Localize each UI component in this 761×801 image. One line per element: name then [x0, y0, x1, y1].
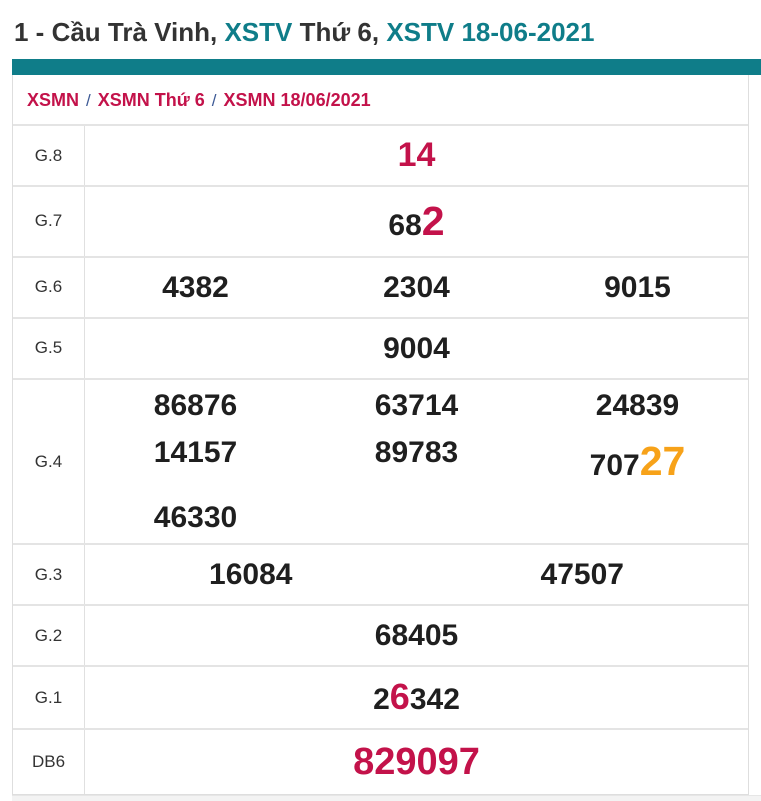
breadcrumb-separator: / [86, 91, 91, 110]
prize-number-segment: 2 [373, 683, 390, 717]
row-label: G.5 [13, 318, 85, 378]
prize-line: 4382 2304 9015 [85, 264, 748, 311]
prize-number-segment: 68405 [374, 619, 459, 653]
prize-cell [306, 494, 527, 541]
prize-cell: 829097 [85, 732, 748, 792]
prize-values: 829097 [85, 730, 748, 794]
prize-cell: 4382 [85, 264, 306, 311]
prize-line: 46330 [85, 494, 748, 541]
prize-cell: 70727 [527, 429, 748, 494]
prize-number-segment: 24839 [595, 388, 680, 422]
prize-number-segment: 707 [589, 449, 640, 483]
prize-number-segment: 9004 [383, 331, 450, 365]
row-label: G.8 [13, 126, 85, 185]
prize-cell: 68405 [85, 612, 748, 659]
table-row: G.6 4382 2304 9015 [13, 255, 748, 317]
prize-number-segment: 16084 [209, 558, 293, 592]
row-label: G.7 [13, 187, 85, 256]
row-label: DB6 [13, 730, 85, 795]
breadcrumb-link-xsmn-day[interactable]: XSMN Thứ 6 [97, 90, 205, 110]
prize-number-segment: 27 [639, 438, 686, 485]
prize-number-segment: 47507 [540, 558, 624, 592]
prize-number-segment: 2 [421, 198, 445, 244]
results-table: G.8 14 G.7 682 G.6 4382 2304 9015 G.5 9004 G.4 8687… [13, 124, 748, 795]
prize-values: 4382 2304 9015 [85, 258, 748, 317]
prize-cell [527, 494, 748, 541]
row-label: G.4 [13, 379, 85, 544]
breadcrumb: XSMN / XSMN Thứ 6 / XSMN 18/06/2021 [13, 75, 748, 124]
prize-cell: 47507 [417, 551, 749, 598]
table-row: G.7 682 [13, 185, 748, 256]
row-label: G.2 [13, 606, 85, 666]
prize-number-segment: 342 [409, 683, 460, 717]
prize-line: 86876 63714 24839 [85, 382, 748, 429]
prize-number-segment: 14157 [153, 436, 238, 470]
prize-cell: 24839 [527, 382, 748, 429]
table-row: G.8 14 [13, 124, 748, 185]
prize-cell: 89783 [306, 429, 527, 494]
prize-cell: 46330 [85, 494, 306, 541]
teal-divider [12, 59, 761, 75]
results-card: XSMN / XSMN Thứ 6 / XSMN 18/06/2021 G.8 14 G.7… [12, 75, 749, 796]
prize-values: 682 [85, 187, 748, 256]
prize-number-segment: 46330 [153, 500, 238, 534]
prize-line: 16084 47507 [85, 551, 748, 598]
prize-cell: 9015 [527, 264, 748, 311]
breadcrumb-separator: / [211, 91, 217, 110]
table-row: G.4 86876 63714 24839 14157 89783 70727 46330 [13, 377, 748, 544]
prize-line: 14 [85, 129, 748, 183]
prize-line: 26342 [85, 669, 748, 726]
prize-cell: 63714 [306, 382, 527, 429]
prize-line: 9004 [85, 325, 748, 372]
prize-line: 14157 89783 70727 [85, 429, 748, 494]
next-section-edge [12, 795, 761, 801]
breadcrumb-link-xsmn[interactable]: XSMN [27, 90, 80, 110]
prize-number-segment: 2304 [383, 270, 450, 304]
prize-number-segment: 68 [388, 209, 422, 242]
prize-cell: 14157 [85, 429, 306, 494]
row-label: G.3 [13, 545, 85, 605]
prize-values: 68405 [85, 606, 748, 665]
prize-line: 682 [85, 189, 748, 254]
prize-cell: 86876 [85, 382, 306, 429]
prize-number-segment: 86876 [153, 388, 238, 422]
table-row: G.2 68405 [13, 604, 748, 666]
title-segment: XSTV 18-06-2021 [386, 17, 595, 47]
prize-values: 26342 [85, 667, 748, 728]
title-segment: Thứ 6, [299, 17, 387, 47]
prize-number-segment: 4382 [162, 270, 229, 304]
prize-number-segment: 829097 [353, 741, 480, 784]
page-title: 1 - Cầu Trà Vinh, XSTV Thứ 6, XSTV 18-06… [0, 0, 761, 59]
title-segment: XSTV [224, 17, 300, 47]
prize-cell: 682 [85, 189, 748, 254]
prize-number-segment: 14 [397, 135, 436, 174]
prize-values: 16084 47507 [85, 545, 748, 604]
row-label: G.1 [13, 667, 85, 729]
prize-cell: 14 [85, 129, 748, 183]
prize-cell: 16084 [85, 551, 417, 598]
title-segment: 1 - Cầu Trà Vinh, [14, 17, 225, 47]
breadcrumb-link-xsmn-date[interactable]: XSMN 18/06/2021 [223, 90, 371, 110]
prize-cell: 9004 [85, 325, 748, 372]
table-row: G.5 9004 [13, 316, 748, 378]
prize-line: 68405 [85, 612, 748, 659]
prize-cell: 2304 [306, 264, 527, 311]
prize-values: 14 [85, 126, 748, 185]
table-row: G.3 16084 47507 [13, 543, 748, 605]
prize-cell: 26342 [85, 669, 748, 726]
prize-values: 9004 [85, 319, 748, 378]
table-row: DB6 829097 [13, 728, 748, 795]
prize-values: 86876 63714 24839 14157 89783 70727 46330 [85, 380, 748, 544]
row-label: G.6 [13, 257, 85, 317]
prize-line: 829097 [85, 732, 748, 792]
prize-number-segment: 9015 [604, 270, 671, 304]
prize-number-segment: 89783 [374, 436, 459, 470]
table-row: G.1 26342 [13, 665, 748, 729]
prize-number-segment: 63714 [374, 388, 459, 422]
prize-number-segment: 6 [389, 676, 410, 718]
